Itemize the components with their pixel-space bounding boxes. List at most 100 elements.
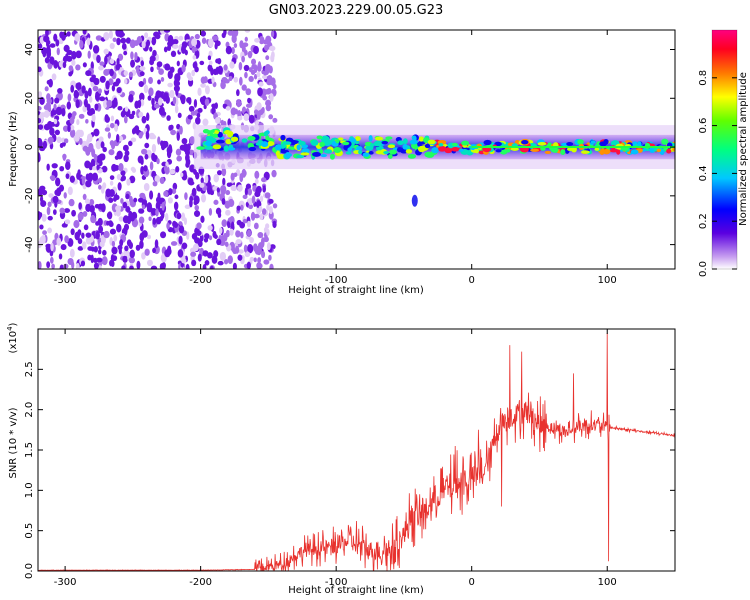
noise-blob: [82, 145, 89, 152]
signal-blob: [389, 149, 397, 155]
noise-blob: [153, 31, 160, 38]
noise-blob: [101, 165, 108, 173]
signal-blob: [230, 136, 239, 142]
noise-blob: [264, 192, 271, 199]
colorbar: 0.0 0.2 0.4 0.6 0.8 Normalized spectral ampl…: [698, 29, 749, 277]
signal-blob: [261, 141, 269, 148]
noise-blob: [113, 97, 118, 106]
noise-blob: [170, 241, 178, 246]
noise-blob: [191, 259, 197, 267]
noise-blob: [85, 118, 89, 124]
noise-blob: [266, 75, 271, 82]
signal-blob: [661, 138, 669, 145]
noise-blob: [90, 214, 96, 224]
noise-blob: [200, 215, 205, 223]
noise-blob: [124, 245, 129, 252]
noise-blob: [121, 265, 126, 269]
noise-blob: [138, 111, 144, 118]
noise-blob: [107, 211, 113, 220]
noise-blob: [139, 92, 145, 102]
signal-blob: [407, 153, 417, 159]
signal-blob: [358, 150, 363, 155]
noise-blob: [224, 241, 229, 247]
noise-blob: [107, 132, 112, 139]
signal-blob: [280, 134, 286, 141]
noise-blob: [175, 87, 179, 97]
signal-blob: [590, 140, 596, 144]
noise-blob: [50, 242, 54, 252]
noise-blob: [131, 167, 137, 173]
signal-blob: [637, 141, 642, 148]
noise-blob: [179, 144, 186, 151]
noise-blob: [176, 123, 181, 130]
noise-blob: [128, 113, 135, 120]
noise-blob: [163, 165, 168, 172]
noise-blob: [121, 175, 127, 181]
signal-blob: [520, 146, 529, 153]
noise-blob: [56, 187, 62, 197]
noise-blob: [52, 195, 59, 204]
noise-blob: [216, 170, 223, 176]
noise-blob: [146, 259, 153, 267]
signal-blob: [310, 139, 319, 146]
noise-blob: [116, 223, 122, 233]
noise-blob: [47, 227, 52, 234]
noise-blob: [116, 86, 122, 94]
noise-blob: [244, 71, 248, 79]
noise-blob: [255, 120, 260, 126]
signal-blob: [666, 148, 672, 154]
noise-blob: [241, 84, 247, 91]
noise-blob: [193, 98, 198, 108]
noise-blob: [116, 37, 121, 46]
noise-blob: [261, 74, 268, 80]
noise-blob: [76, 119, 80, 126]
signal-blob: [452, 142, 458, 147]
y-tick-label: 20: [24, 92, 35, 105]
noise-blob: [191, 187, 197, 197]
signal-blob: [418, 136, 424, 142]
noise-blob: [254, 38, 260, 43]
signal-blob: [427, 139, 436, 145]
signal-blob: [373, 140, 383, 147]
spectrogram-frame: [37, 29, 676, 270]
noise-blob: [243, 64, 250, 72]
noise-blob: [83, 98, 88, 108]
noise-blob: [254, 213, 260, 219]
noise-blob: [83, 224, 89, 231]
noise-blob: [272, 83, 277, 90]
noise-blob: [199, 60, 205, 66]
noise-blob: [213, 173, 220, 183]
noise-blob: [253, 257, 257, 263]
noise-blob: [77, 169, 81, 177]
noise-blob: [232, 185, 237, 192]
noise-blob: [237, 254, 243, 261]
noise-blob: [235, 239, 242, 245]
noise-blob: [256, 246, 262, 256]
noise-blob: [63, 263, 69, 269]
noise-blob: [272, 220, 277, 229]
noise-blob: [204, 174, 209, 184]
noise-blob: [49, 43, 56, 48]
noise-blob: [176, 60, 180, 67]
noise-blob: [244, 36, 248, 42]
noise-blob: [130, 137, 137, 143]
signal-blob: [247, 136, 256, 141]
noise-blob: [93, 246, 98, 253]
noise-blob: [125, 193, 130, 200]
noise-blob: [223, 64, 228, 71]
noise-blob: [52, 209, 57, 215]
noise-blob: [155, 208, 159, 217]
noise-blob: [181, 137, 188, 145]
noise-blob: [172, 96, 177, 105]
noise-blob: [163, 46, 168, 53]
noise-blob: [87, 50, 91, 59]
noise-blob: [247, 50, 253, 59]
signal-blob: [566, 147, 574, 151]
noise-blob: [133, 197, 138, 203]
noise-blob: [257, 263, 263, 269]
noise-blob: [242, 170, 247, 177]
noise-blob: [49, 127, 55, 136]
noise-blob: [38, 66, 42, 73]
noise-blob: [68, 71, 73, 77]
noise-blob: [270, 30, 275, 38]
